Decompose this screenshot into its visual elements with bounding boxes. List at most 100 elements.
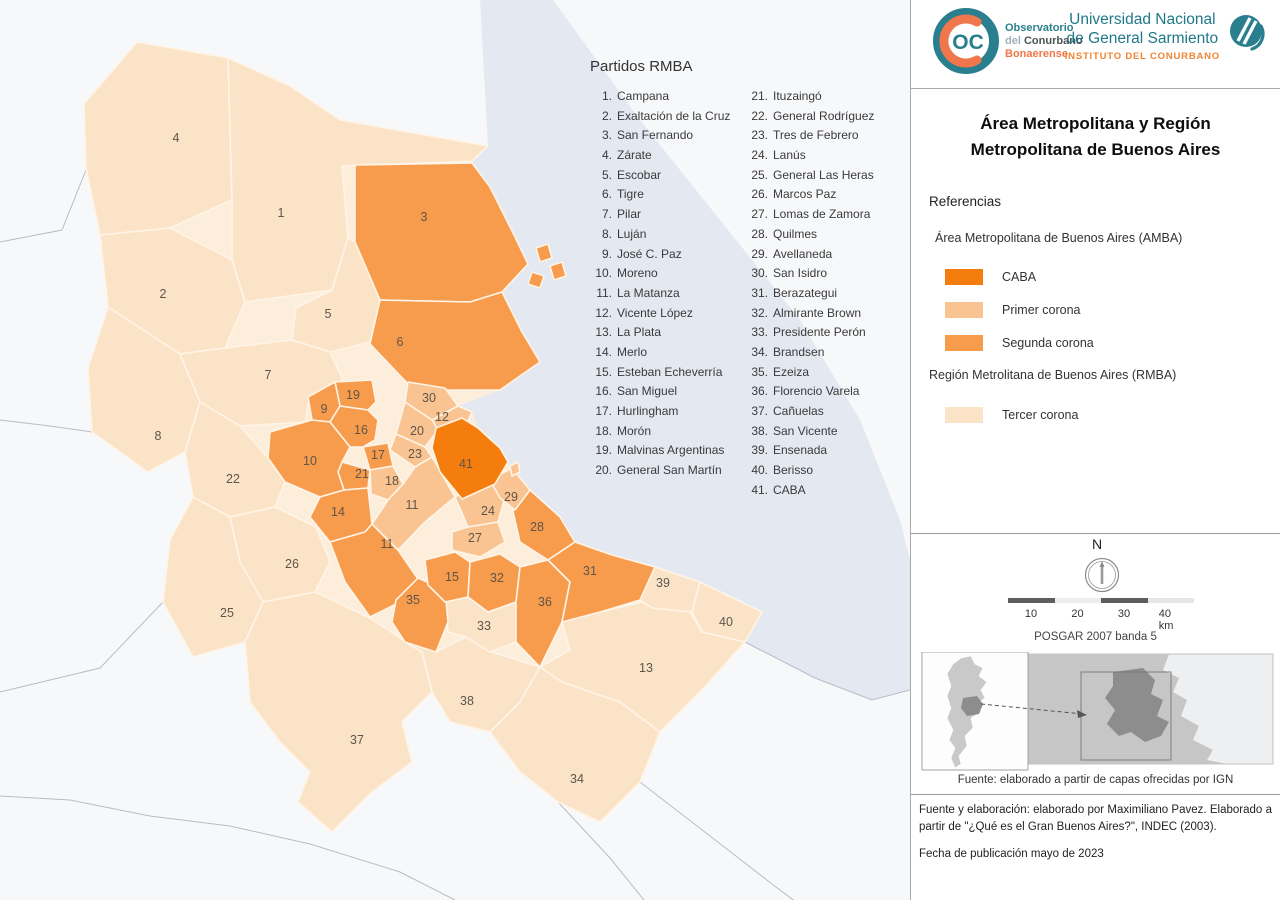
partido-number: 32. xyxy=(751,305,768,320)
partido-map-number: 3 xyxy=(421,210,428,224)
partido-map-number: 33 xyxy=(477,619,491,633)
partido-number: 31. xyxy=(751,285,768,300)
partido-list-item: 30. San Isidro xyxy=(742,266,874,286)
legend-label: Segunda corona xyxy=(1002,335,1094,350)
outside-boundary-line xyxy=(0,169,87,243)
partido-map-number: 9 xyxy=(321,402,328,416)
partido-list-item: 41. CABA xyxy=(742,482,874,497)
partido-list-item: 11. La Matanza xyxy=(586,286,742,306)
partido-list-item: 22. General Rodríguez xyxy=(742,109,874,129)
referencias-heading: Referencias xyxy=(929,193,1002,209)
partido-region xyxy=(691,581,763,643)
partido-list-item: 36. Florencio Varela xyxy=(742,384,874,404)
partido-number: 10. xyxy=(595,266,612,281)
partido-name: Ensenada xyxy=(773,443,828,458)
partido-map-number: 24 xyxy=(481,504,495,518)
partido-name: La Plata xyxy=(617,325,662,340)
partido-map-number: 17 xyxy=(371,448,385,462)
partido-number: 6. xyxy=(601,187,612,202)
partido-list-item: 29. Avellaneda xyxy=(742,247,874,267)
scale-bar xyxy=(1008,598,1194,603)
partido-map-number: 20 xyxy=(410,424,424,438)
partido-number: 27. xyxy=(751,207,768,222)
outside-boundary-line xyxy=(0,795,456,900)
partido-map-number: 34 xyxy=(570,772,584,786)
partido-region xyxy=(354,162,529,303)
partido-map-number: 29 xyxy=(504,490,518,504)
partido-number: 35. xyxy=(751,364,768,379)
partido-number: 38. xyxy=(751,423,768,438)
compass-icon xyxy=(1084,557,1120,593)
partido-number: 20. xyxy=(595,463,612,478)
partido-list-item: 27. Lomas de Zamora xyxy=(742,207,874,227)
partido-number: 5. xyxy=(601,167,612,182)
partido-number: 26. xyxy=(751,187,768,202)
partido-number: 36. xyxy=(751,384,768,399)
partido-number: 28. xyxy=(751,226,768,241)
partido-name: Berazategui xyxy=(773,285,838,300)
partido-list-item: 8. Luján xyxy=(586,227,742,247)
partido-number: 17. xyxy=(595,404,612,418)
partido-name: San Miguel xyxy=(617,384,678,399)
logo-line: Bonaerense xyxy=(1005,48,1068,60)
rmba-legend: Tercer corona xyxy=(945,406,1280,423)
partido-name: Brandsen xyxy=(773,344,825,359)
legend-swatch xyxy=(945,334,983,351)
ungs-logo: Universidad Nacional de General Sarmient… xyxy=(1065,10,1268,62)
amba-subheading: Área Metropolitana de Buenos Aires (AMBA… xyxy=(935,230,1183,245)
partido-region xyxy=(391,577,449,653)
partido-list-item: 4. Zárate xyxy=(586,148,742,168)
partido-number: 39. xyxy=(751,443,768,458)
partido-name: Lomas de Zamora xyxy=(773,207,871,222)
partido-number: 3. xyxy=(601,128,612,143)
partido-map-number: 26 xyxy=(285,557,299,571)
partido-map-number: 12 xyxy=(435,410,449,424)
partido-map-number: 21 xyxy=(355,467,369,481)
partido-number: 1. xyxy=(601,89,612,103)
partido-region xyxy=(369,291,541,391)
partido-map-number: 35 xyxy=(406,593,420,607)
partido-list-item: 12. Vicente López xyxy=(586,306,742,326)
inset-rmba-shape xyxy=(1105,668,1169,742)
partido-name: CABA xyxy=(773,482,806,497)
partido-list-item: 31. Berazategui xyxy=(742,286,874,306)
partido-number: 37. xyxy=(751,404,768,418)
partido-list-item: 34. Brandsen xyxy=(742,345,874,365)
partido-name: Morón xyxy=(617,423,652,438)
partido-name: Merlo xyxy=(617,344,648,359)
partido-name: Presidente Perón xyxy=(773,325,866,340)
partido-number: 12. xyxy=(595,305,612,320)
partido-list-item: 1. Campana xyxy=(586,89,742,109)
partido-list-item: 15. Esteban Echeverría xyxy=(586,365,742,385)
partido-name: Malvinas Argentinas xyxy=(617,443,725,458)
partido-name: La Matanza xyxy=(617,285,680,300)
partido-map-number: 6 xyxy=(397,335,404,349)
partido-map-number: 40 xyxy=(719,615,733,629)
partido-name: San Vicente xyxy=(773,423,838,438)
partido-name: Luján xyxy=(617,226,647,241)
legend-swatch xyxy=(945,301,983,318)
partido-region xyxy=(489,467,531,511)
partido-list-item: 40. Berisso xyxy=(742,463,874,483)
partido-list-item: 24. Lanús xyxy=(742,148,874,168)
scale-segment xyxy=(1147,598,1194,603)
observatorio-conurbano-logo-icon: OC xyxy=(933,8,999,74)
rmba-subheading: Región Metrolitana de Buenos Aires (RMBA… xyxy=(929,367,1177,382)
partido-name: General San Martín xyxy=(617,463,722,478)
publication-date: Fecha de publicación mayo de 2023 xyxy=(919,848,1104,860)
partido-number: 41. xyxy=(751,482,768,497)
map-tools-section: N 10 20 30 40 km POSGAR 2007 banda 5 Fuente… xyxy=(911,533,1280,795)
partido-list-item: 26. Marcos Paz xyxy=(742,187,874,207)
source-text: Fuente y elaboración: elaborado por Maxi… xyxy=(919,804,1272,833)
partido-list-item: 39. Ensenada xyxy=(742,443,874,463)
partido-number: 13. xyxy=(595,325,612,340)
partido-map-number: 1 xyxy=(278,206,285,220)
partido-number: 19. xyxy=(595,443,612,458)
partido-number: 2. xyxy=(601,108,612,123)
projection-label: POSGAR 2007 banda 5 xyxy=(1034,631,1157,643)
partido-region xyxy=(371,456,456,551)
partido-list-item: 38. San Vicente xyxy=(742,424,874,444)
partidos-legend-columns: 1. Campana 2. Exaltación de la Cruz 3. San Fe… xyxy=(586,89,896,497)
logo-line: de General Sarmiento xyxy=(1066,30,1219,47)
